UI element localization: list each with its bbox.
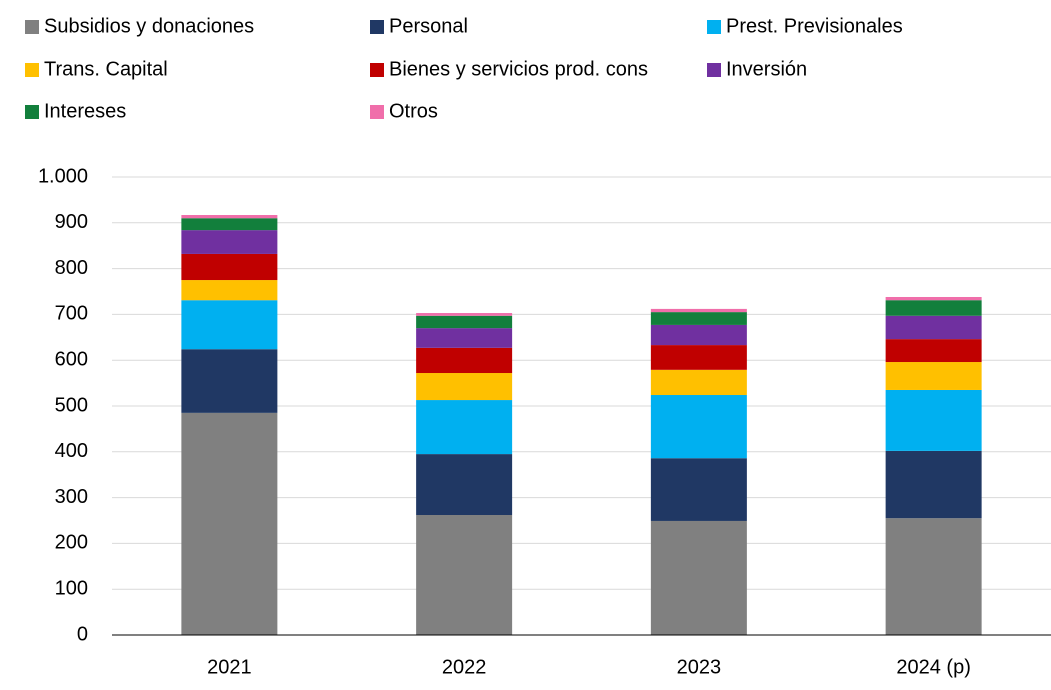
bar-segment — [181, 349, 278, 413]
y-tick-label: 500 — [55, 394, 88, 416]
bar-segment — [650, 395, 747, 459]
legend-swatch — [25, 105, 39, 119]
bar-segment — [885, 296, 982, 301]
y-tick-label: 700 — [55, 303, 88, 325]
bar-segment — [181, 300, 278, 350]
bar-segment — [416, 515, 513, 635]
bar-segment — [181, 253, 278, 281]
x-tick-label: 2021 — [207, 656, 252, 678]
legend-swatch — [370, 63, 384, 77]
bar-segment — [650, 520, 747, 635]
legend-label: Bienes y servicios prod. cons — [389, 58, 648, 80]
y-tick-label: 900 — [55, 211, 88, 233]
bar-segment — [416, 313, 513, 316]
bar-segment — [181, 280, 278, 301]
legend-swatch — [707, 63, 721, 77]
bar-segment — [416, 400, 513, 455]
x-tick-label: 2022 — [442, 656, 487, 678]
bar-segment — [885, 339, 982, 363]
legend-label: Intereses — [44, 100, 126, 122]
bar-segment — [650, 458, 747, 521]
bar-segment — [416, 328, 513, 348]
bar-segment — [416, 454, 513, 516]
legend-label: Subsidios y donaciones — [44, 15, 254, 37]
y-tick-label: 400 — [55, 440, 88, 462]
bar-segment — [181, 230, 278, 254]
legend-label: Inversión — [726, 58, 807, 80]
bar-segment — [885, 518, 982, 635]
bar-segment — [416, 347, 513, 374]
legend-label: Prest. Previsionales — [726, 15, 903, 37]
legend-label: Personal — [389, 15, 468, 37]
bar-segment — [181, 412, 278, 635]
bar-segment — [885, 389, 982, 451]
legend-swatch — [370, 105, 384, 119]
bar-segment — [885, 362, 982, 390]
x-tick-label: 2023 — [677, 656, 722, 678]
bar-segment — [885, 300, 982, 316]
bar-segment — [181, 218, 278, 231]
bar-segment — [885, 315, 982, 340]
legend-swatch — [370, 20, 384, 34]
y-tick-label: 200 — [55, 532, 88, 554]
legend-label: Trans. Capital — [44, 58, 168, 80]
y-tick-label: 600 — [55, 348, 88, 370]
bar-segment — [181, 215, 278, 219]
bar-segment — [650, 312, 747, 325]
bar-segment — [650, 345, 747, 370]
bar-segment — [650, 369, 747, 396]
x-tick-label: 2024 (p) — [896, 656, 971, 678]
legend-label: Otros — [389, 100, 438, 122]
bar-segment — [650, 308, 747, 313]
y-tick-label: 1.000 — [38, 165, 88, 187]
legend-swatch — [25, 20, 39, 34]
bar-segment — [650, 324, 747, 346]
y-tick-label: 100 — [55, 577, 88, 599]
legend-swatch — [707, 20, 721, 34]
y-tick-label: 300 — [55, 486, 88, 508]
y-tick-label: 800 — [55, 257, 88, 279]
bar-segment — [416, 315, 513, 329]
legend-swatch — [25, 63, 39, 77]
bar-segment — [416, 373, 513, 401]
y-tick-label: 0 — [77, 623, 88, 645]
bar-segment — [885, 450, 982, 519]
